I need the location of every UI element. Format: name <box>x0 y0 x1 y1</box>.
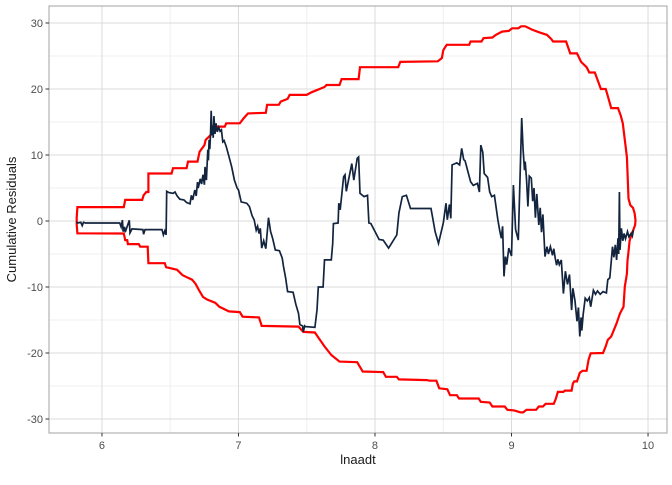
cumulative-residual-line <box>75 110 635 337</box>
x-tick-label: 7 <box>235 440 241 452</box>
series-layer <box>75 25 637 414</box>
tick-layer: 6 7 8 9 10 -30 -20 -10 0 10 20 30 <box>27 18 654 452</box>
x-tick-label: 6 <box>99 440 105 452</box>
x-tick-label: 8 <box>372 440 378 452</box>
y-tick-label: -10 <box>27 282 43 294</box>
y-tick-label: -30 <box>27 414 43 426</box>
y-tick-label: 30 <box>31 18 43 30</box>
y-tick-label: 10 <box>31 150 43 162</box>
y-tick-label: 0 <box>37 216 43 228</box>
x-tick-label: 9 <box>508 440 514 452</box>
x-axis-title: lnaadt <box>340 452 376 467</box>
grid-layer <box>49 6 667 433</box>
panel-border <box>48 5 668 434</box>
y-tick-label: 20 <box>31 84 43 96</box>
y-axis-title: Cumulative Residuals <box>4 156 19 282</box>
y-tick-label: -20 <box>27 348 43 360</box>
simulation-envelope <box>75 25 637 414</box>
x-tick-label: 10 <box>642 440 654 452</box>
panel-background <box>49 6 667 433</box>
